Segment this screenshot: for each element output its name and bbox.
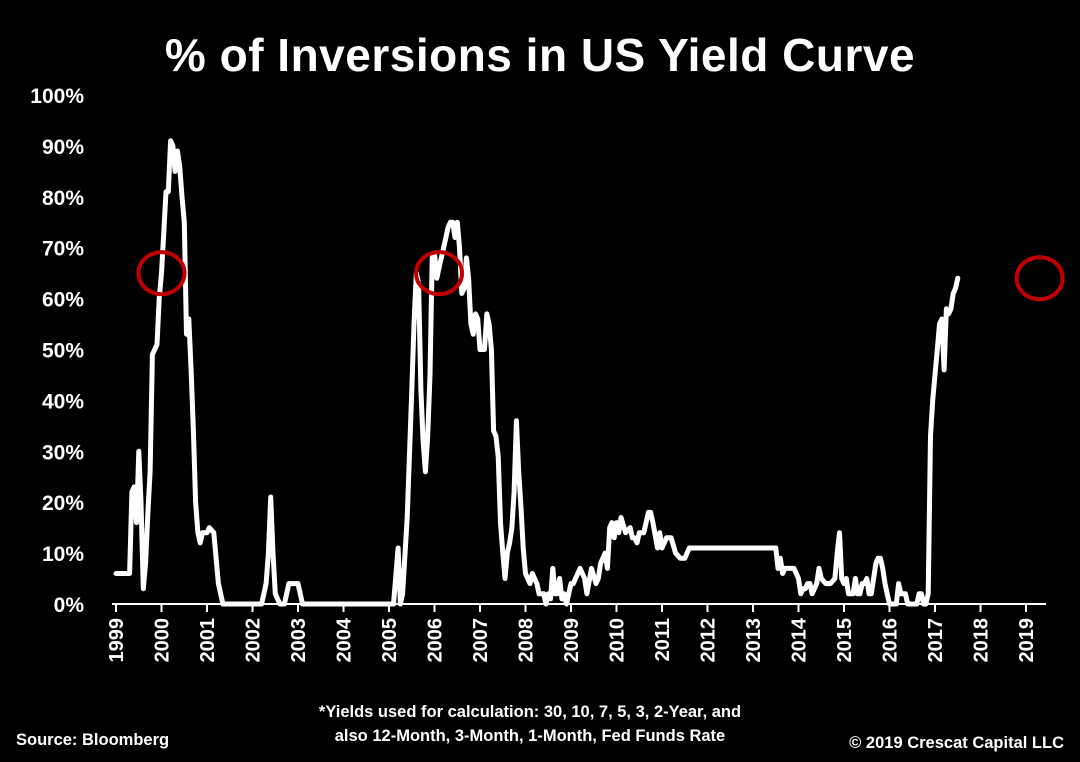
copyright-label: © 2019 Crescat Capital LLC (849, 734, 1064, 752)
y-tick-label: 0% (54, 594, 85, 617)
x-tick-label: 2004 (334, 617, 356, 662)
series-layer (113, 138, 961, 607)
x-tick-label: 2012 (698, 618, 720, 663)
x-tick-label: 2009 (561, 618, 583, 663)
x-axis-tick-labels: 1999 2000 2001 2002 2003 2004 2005 2006 2007 2008… (106, 617, 1038, 662)
x-tick-label: 2018 (971, 618, 993, 663)
x-tick-label: 2014 (789, 617, 811, 662)
y-tick-label: 80% (42, 187, 84, 210)
y-tick-label: 70% (42, 238, 84, 261)
x-tick-label: 2002 (243, 618, 265, 663)
source-label: Source: Bloomberg (16, 731, 170, 749)
x-tick-label: 2001 (197, 618, 219, 663)
highlight-circle (136, 250, 187, 297)
x-tick-label: 1999 (106, 618, 128, 663)
x-tick-label: 2006 (425, 618, 447, 663)
footnote-line-1: *Yields used for calculation: 30, 10, 7,… (318, 703, 742, 721)
footnote: *Yields used for calculation: 30, 10, 7,… (230, 700, 830, 748)
x-tick-label: 2003 (288, 618, 310, 663)
x-tick-label: 2017 (925, 618, 947, 663)
x-tick-label: 2005 (379, 618, 401, 663)
x-tick-label: 2019 (1016, 618, 1038, 663)
y-tick-label: 50% (42, 340, 84, 363)
x-tick-label: 2007 (470, 618, 492, 663)
y-tick-label: 30% (42, 441, 84, 464)
y-tick-label: 20% (42, 492, 84, 515)
series-line (113, 138, 961, 607)
y-tick-label: 60% (42, 289, 84, 312)
y-tick-label: 40% (42, 390, 84, 413)
x-tick-label: 2016 (880, 618, 902, 663)
footnote-line-2: also 12-Month, 3-Month, 1-Month, Fed Fun… (334, 727, 726, 745)
y-tick-label: 10% (42, 543, 84, 566)
chart-title: % of Inversions in US Yield Curve (164, 29, 916, 81)
highlight-circle (1014, 255, 1065, 302)
x-tick-label: 2011 (652, 618, 674, 661)
x-tick-label: 2015 (834, 618, 856, 663)
x-tick-label: 2008 (516, 618, 538, 663)
y-tick-label: 100% (30, 85, 84, 108)
x-tick-label: 2010 (607, 618, 629, 663)
y-tick-label: 90% (42, 136, 84, 159)
x-axis-tick-marks (115, 604, 1027, 612)
highlight-circle (414, 250, 465, 297)
y-axis-tick-labels: 0% 10% 20% 30% 40% 50% 60% 70% 80% 90% 100% (30, 85, 84, 617)
x-tick-label: 2000 (152, 618, 174, 663)
highlight-circles (136, 250, 1065, 302)
x-tick-label: 2013 (743, 618, 765, 663)
